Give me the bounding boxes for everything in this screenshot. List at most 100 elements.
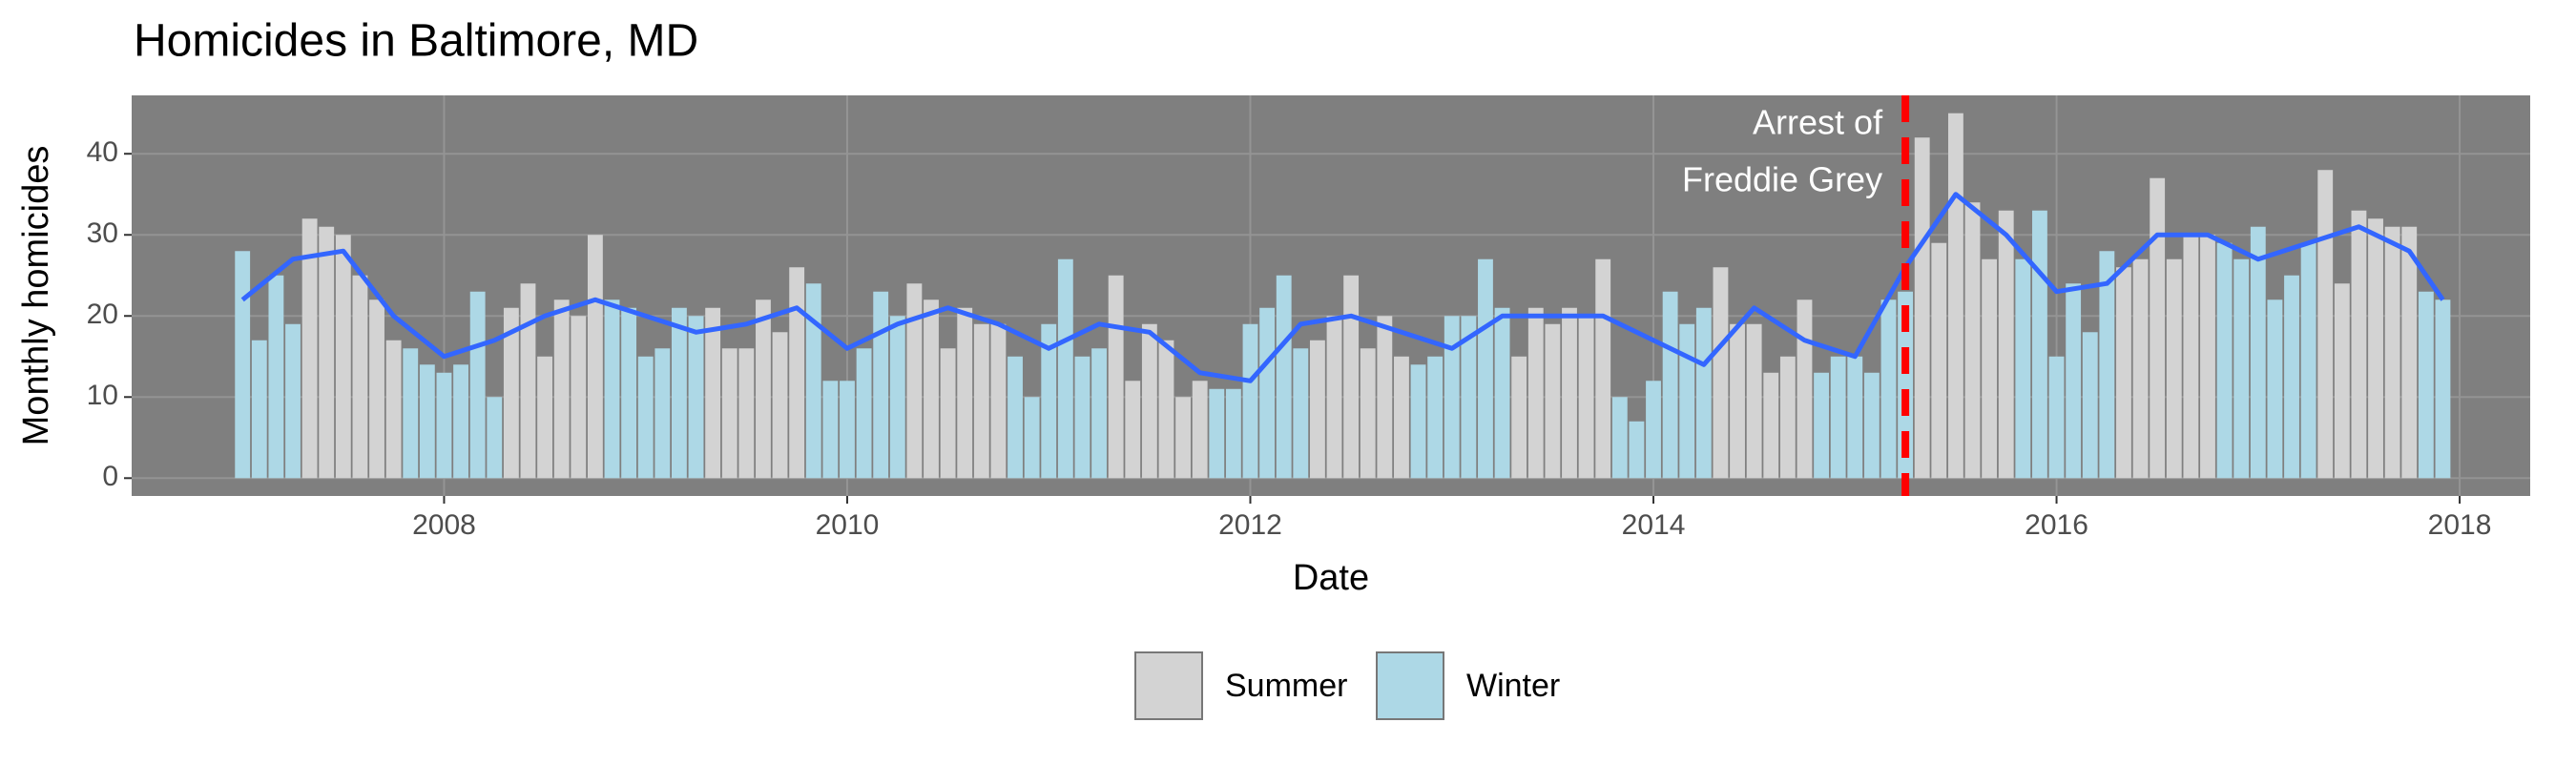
bar <box>772 332 788 479</box>
bar <box>889 316 905 479</box>
legend-label: Summer <box>1225 668 1347 704</box>
bar <box>1931 242 1947 479</box>
bar <box>1629 421 1645 479</box>
bar <box>637 356 654 479</box>
bar <box>1074 356 1091 479</box>
bar <box>688 316 704 479</box>
bar <box>822 381 839 479</box>
bar <box>1158 340 1174 479</box>
bar <box>1830 356 1846 479</box>
bar <box>1797 299 1813 479</box>
bar <box>1041 323 1057 479</box>
bar <box>604 299 620 479</box>
legend-label: Winter <box>1466 668 1560 704</box>
bar <box>1008 356 1023 479</box>
chart-title: Homicides in Baltimore, MD <box>134 16 698 67</box>
bar <box>705 307 721 479</box>
bar <box>1444 316 1460 479</box>
bar <box>1695 307 1712 479</box>
bar <box>1662 291 1678 479</box>
bar <box>587 235 603 479</box>
bar <box>301 218 318 479</box>
bar <box>1175 397 1191 479</box>
bar <box>2082 332 2098 479</box>
bar <box>503 307 519 479</box>
bar <box>335 235 351 479</box>
bar <box>1611 397 1628 479</box>
bar <box>1746 323 1762 479</box>
bar <box>1394 356 1409 479</box>
bar <box>2401 226 2418 479</box>
bar <box>990 323 1007 479</box>
bar <box>403 348 419 479</box>
bar <box>2317 170 2334 479</box>
y-tick-label: 20 <box>87 299 118 330</box>
bar <box>352 275 368 479</box>
bar <box>1343 275 1360 479</box>
bar <box>1679 323 1695 479</box>
bar <box>2435 299 2451 479</box>
bar <box>2150 177 2166 479</box>
bar <box>1863 372 1880 479</box>
bar <box>1511 356 1527 479</box>
bar <box>1947 113 1963 479</box>
y-axis-title: Monthly homicides <box>16 146 56 446</box>
bar <box>1562 307 1577 479</box>
bar <box>940 348 956 479</box>
bar <box>738 348 755 479</box>
bar <box>2166 258 2182 479</box>
bar <box>2066 283 2082 479</box>
bar <box>2351 210 2367 479</box>
bar <box>319 226 335 479</box>
legend-key <box>1376 651 1444 720</box>
bar <box>235 251 251 479</box>
x-tick-label: 2016 <box>2025 509 2088 541</box>
bar <box>285 323 301 479</box>
bar <box>1713 267 1729 479</box>
bar <box>2284 275 2299 479</box>
y-tick-label: 10 <box>87 380 118 411</box>
bar <box>2200 235 2215 479</box>
x-tick-label: 2008 <box>412 509 476 541</box>
y-tick-label: 30 <box>87 217 118 249</box>
bar <box>1259 307 1276 479</box>
bar <box>672 307 687 479</box>
bar <box>1024 397 1040 479</box>
bar <box>1377 316 1393 479</box>
bar <box>1427 356 1444 479</box>
bar <box>1360 348 1376 479</box>
bar <box>2384 226 2400 479</box>
bar <box>251 340 267 479</box>
bar <box>453 364 468 479</box>
bar <box>487 397 503 479</box>
bar <box>2015 258 2031 479</box>
bar <box>1192 381 1208 479</box>
bar <box>2099 251 2115 479</box>
bar <box>1209 388 1225 479</box>
bar <box>2216 242 2233 479</box>
bar <box>2267 299 2283 479</box>
bar <box>520 283 536 479</box>
bar <box>840 381 855 479</box>
bar <box>1880 299 1897 479</box>
bar <box>1276 275 1292 479</box>
x-axis-title: Date <box>1293 558 1369 598</box>
bar <box>1914 137 1930 479</box>
bar <box>1545 323 1561 479</box>
bar <box>2233 258 2250 479</box>
bar <box>1141 323 1157 479</box>
bar <box>1964 202 1981 479</box>
bar <box>469 291 486 479</box>
bar <box>621 307 637 479</box>
x-tick-label: 2014 <box>1622 509 1686 541</box>
bar <box>1461 316 1477 479</box>
bar <box>268 275 284 479</box>
bar <box>1225 388 1241 479</box>
bar <box>1125 381 1141 479</box>
bar <box>957 307 973 479</box>
bar <box>1814 372 1829 479</box>
bar <box>1847 356 1863 479</box>
bar <box>1646 381 1661 479</box>
bar <box>654 348 671 479</box>
bar <box>1309 340 1325 479</box>
